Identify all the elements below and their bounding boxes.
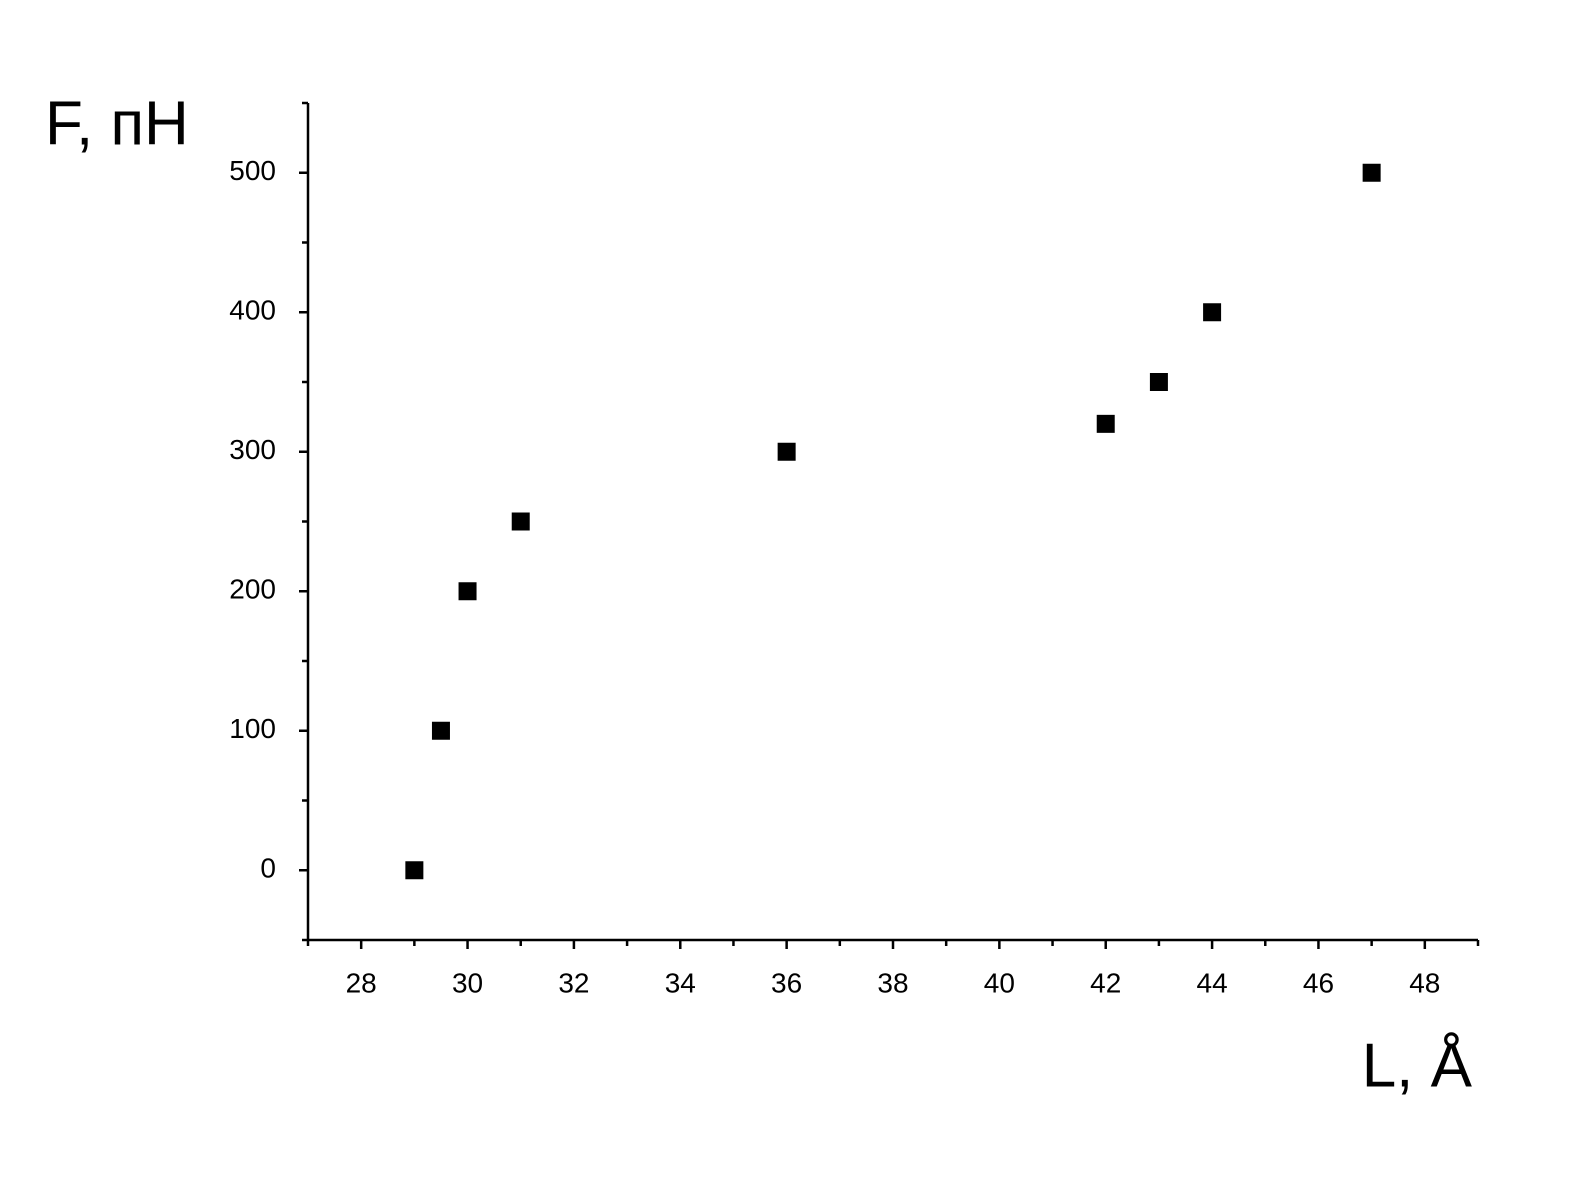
y-tick-label: 400: [229, 295, 276, 326]
x-tick-label: 34: [665, 967, 696, 998]
x-tick-label: 32: [558, 967, 589, 998]
point: [405, 861, 424, 880]
point: [511, 512, 530, 531]
y-axis-title: F, пН: [45, 89, 189, 158]
y-tick-label: 200: [229, 574, 276, 605]
y-tick-label: 300: [229, 434, 276, 465]
x-axis-title: L, Å: [1362, 1031, 1473, 1100]
x-tick-label: 30: [452, 967, 483, 998]
point: [1096, 414, 1115, 433]
x-tick-label: 38: [877, 967, 908, 998]
x-tick-label: 42: [1090, 967, 1121, 998]
point: [1149, 373, 1168, 391]
x-tick-label: 48: [1409, 967, 1440, 998]
x-tick-label: 40: [984, 967, 1015, 998]
y-tick-label: 500: [229, 155, 276, 186]
point: [1362, 163, 1381, 182]
y-tick-label: 100: [229, 713, 276, 744]
y-tick-label: 0: [260, 853, 276, 884]
point: [431, 721, 450, 740]
point: [458, 582, 477, 601]
point: [1203, 303, 1222, 322]
x-tick-label: 36: [771, 967, 802, 998]
x-tick-label: 44: [1197, 967, 1228, 998]
point: [777, 442, 796, 461]
x-tick-label: 46: [1303, 967, 1334, 998]
x-tick-label: 28: [346, 967, 377, 998]
